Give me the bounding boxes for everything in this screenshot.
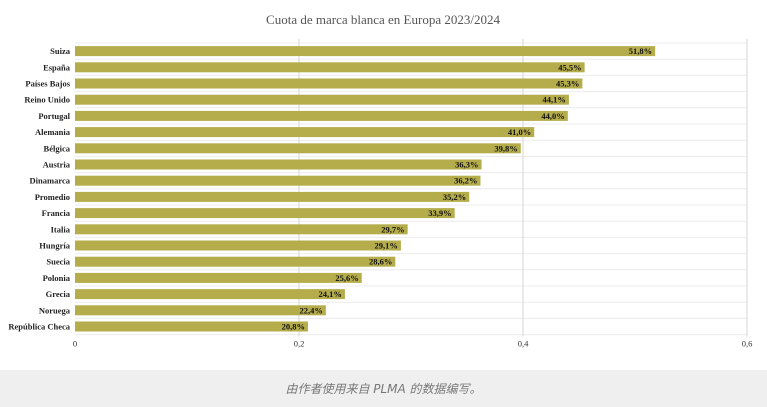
x-tick-label: 0,4 — [518, 339, 529, 349]
bar — [75, 272, 362, 283]
category-label: República Checa — [8, 322, 70, 332]
category-label: España — [43, 62, 71, 72]
bar — [75, 110, 568, 121]
bar — [75, 94, 569, 105]
category-label: Hungría — [39, 241, 70, 251]
category-label: Promedio — [35, 192, 70, 202]
bars — [75, 46, 656, 332]
category-label: Austria — [43, 160, 71, 170]
bar — [75, 143, 521, 154]
value-label: 45,3% — [556, 79, 579, 89]
category-label: Suecia — [46, 257, 70, 267]
bar — [75, 127, 535, 138]
value-label: 51,8% — [629, 46, 652, 56]
value-label: 44,0% — [541, 111, 564, 121]
category-label: Reino Unido — [24, 95, 70, 105]
grid-lines — [75, 39, 748, 337]
value-label: 25,6% — [335, 273, 358, 283]
category-label: Noruega — [39, 305, 71, 315]
value-label: 35,2% — [443, 192, 466, 202]
bar — [75, 46, 656, 57]
value-label: 22,4% — [300, 305, 323, 315]
x-tick-label: 0,6 — [742, 339, 753, 349]
category-label: Francia — [42, 208, 71, 218]
bar — [75, 191, 470, 202]
category-label: Dinamarca — [30, 176, 71, 186]
value-label: 36,2% — [454, 176, 477, 186]
bar — [75, 289, 345, 300]
bar — [75, 256, 396, 267]
bar — [75, 159, 482, 170]
bar — [75, 62, 585, 73]
bar — [75, 208, 455, 219]
category-label: Portugal — [38, 111, 70, 121]
value-label: 28,6% — [369, 257, 392, 267]
caption-bar: 由作者使用来自 PLMA 的数据编写。 — [0, 370, 767, 407]
value-label: 44,1% — [543, 95, 566, 105]
x-tick-label: 0 — [73, 339, 77, 349]
x-axis-ticks: 0 0,2 0,4 0,6 — [73, 339, 752, 349]
category-label: Polonia — [43, 273, 71, 283]
value-label: 33,9% — [428, 208, 451, 218]
category-label: Bélgica — [44, 143, 71, 153]
value-labels: 51,8% 45,5% 45,3% 44,1% 44,0% 41,0% 39,8% 36,3%… — [282, 46, 653, 331]
value-label: 20,8% — [282, 322, 305, 332]
category-labels: Suiza España Países Bajos Reino Unido Portug… — [8, 46, 70, 331]
category-label: Países Bajos — [25, 79, 70, 89]
source-caption: 由作者使用来自 PLMA 的数据编写。 — [285, 382, 482, 396]
value-label: 41,0% — [508, 127, 531, 137]
bar — [75, 240, 401, 251]
x-tick-label: 0,2 — [294, 339, 305, 349]
bar — [75, 321, 308, 332]
category-label: Italia — [51, 224, 71, 234]
value-label: 45,5% — [558, 62, 581, 72]
value-label: 36,3% — [455, 160, 478, 170]
bar — [75, 175, 481, 186]
value-label: 24,1% — [319, 289, 342, 299]
bar — [75, 78, 583, 89]
value-label: 39,8% — [494, 143, 517, 153]
bar — [75, 224, 408, 235]
bar — [75, 305, 326, 316]
value-label: 29,7% — [381, 224, 404, 234]
category-label: Alemania — [35, 127, 71, 137]
category-label: Suiza — [50, 46, 71, 56]
category-label: Grecia — [46, 289, 71, 299]
value-label: 29,1% — [375, 241, 398, 251]
bar-chart: Cuota de marca blanca en Europa 2023/202… — [8, 12, 753, 349]
chart-canvas: Cuota de marca blanca en Europa 2023/202… — [8, 12, 752, 349]
chart-title: Cuota de marca blanca en Europa 2023/202… — [266, 12, 500, 27]
